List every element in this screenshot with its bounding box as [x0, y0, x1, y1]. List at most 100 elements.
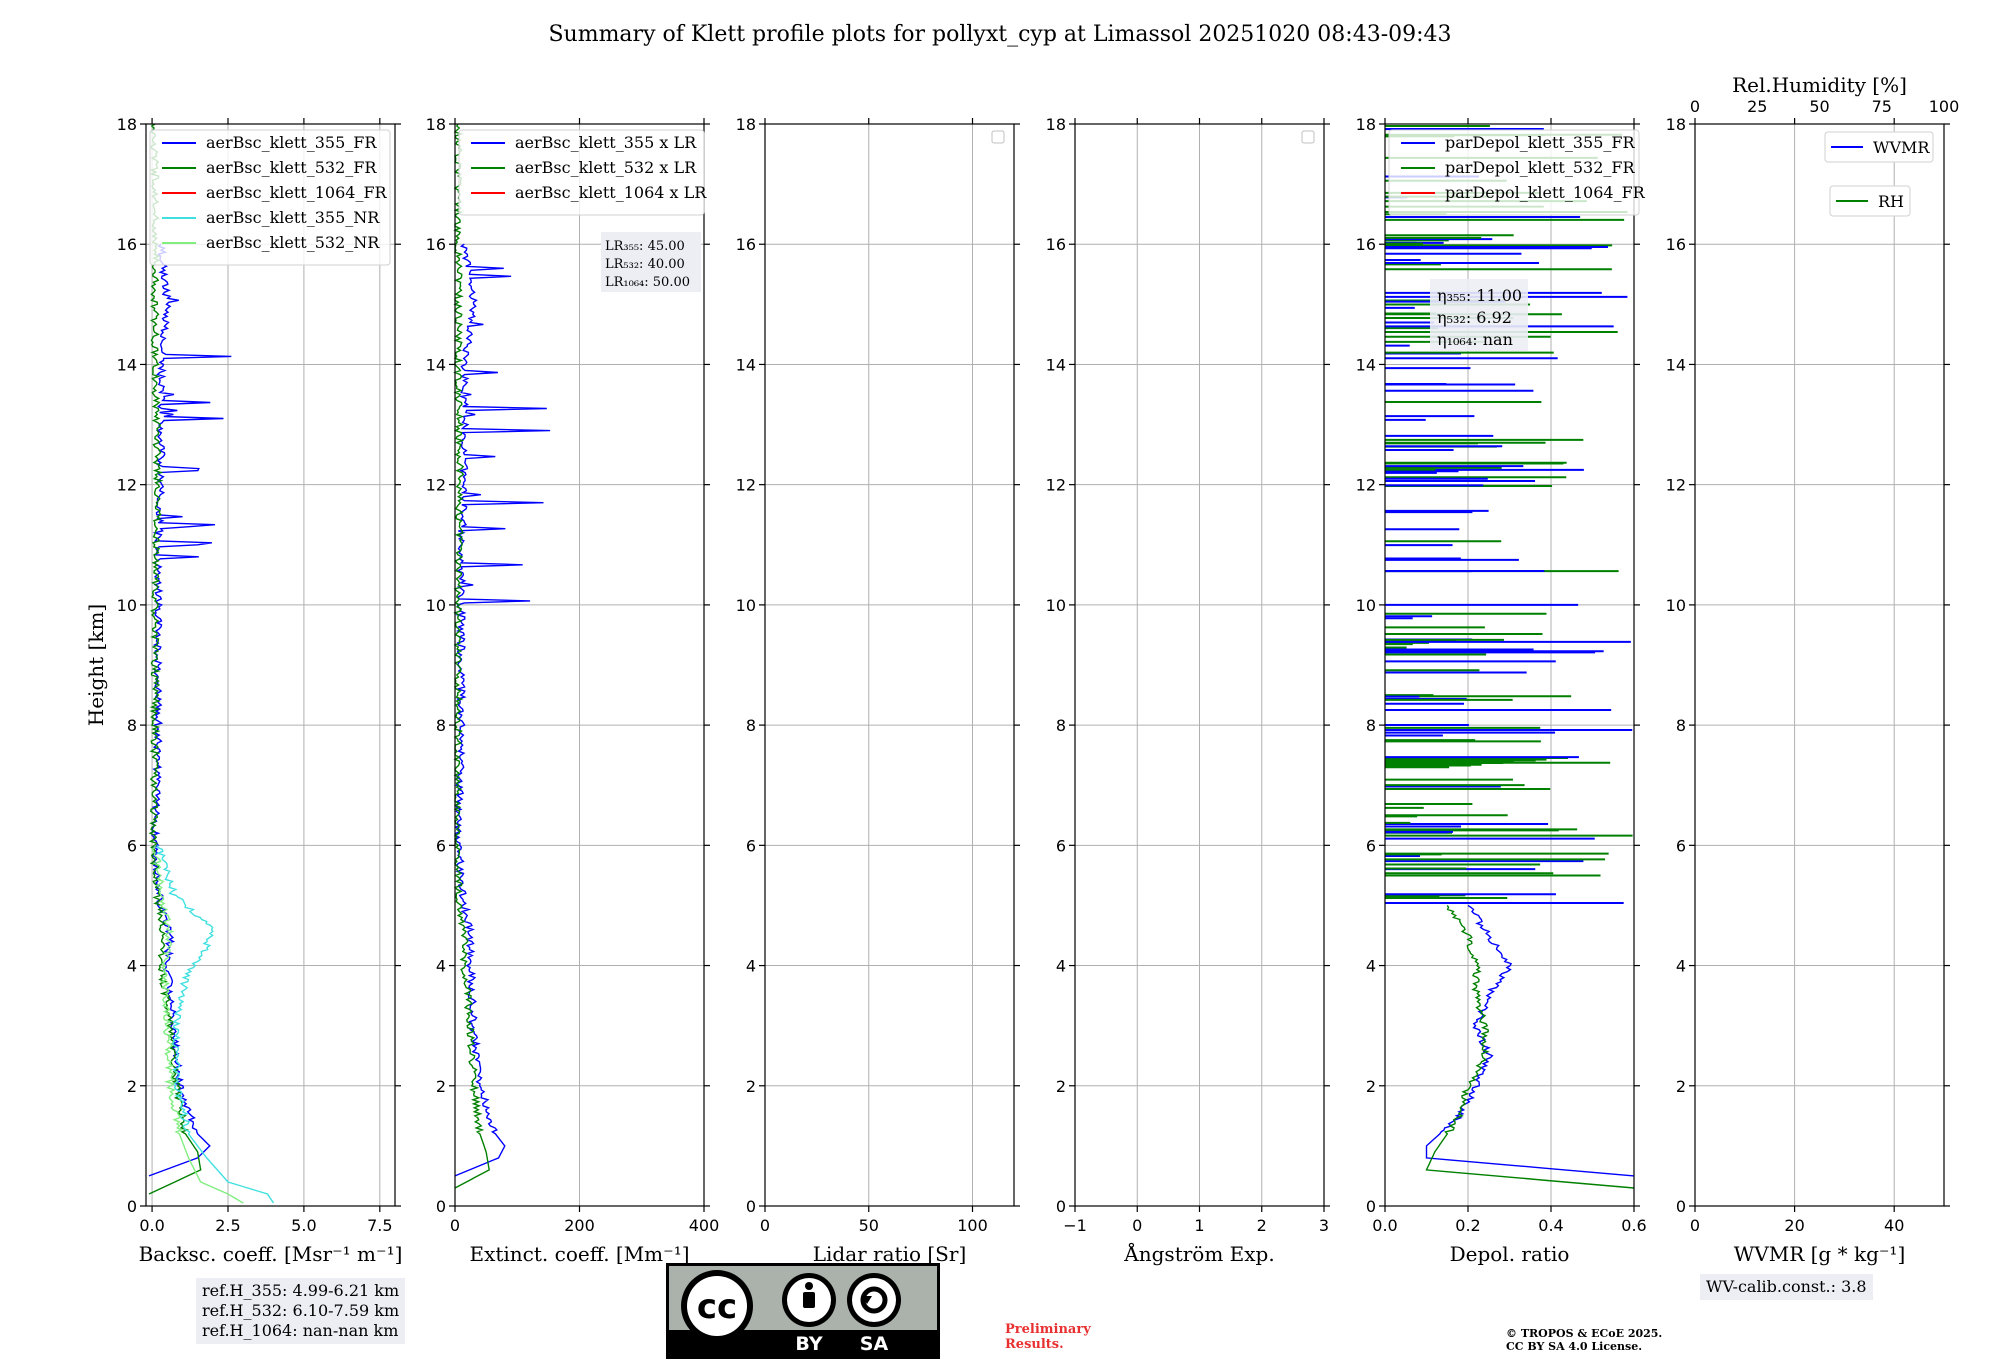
x-tick-label: 0.4: [1538, 1216, 1563, 1235]
y-tick-label: 2: [746, 1077, 756, 1096]
series-line-aerBsc_klett_532_NR: [151, 845, 244, 1204]
y-tick-label: 18: [1666, 115, 1686, 134]
legend-box: [1824, 131, 1934, 163]
x-tick-label: 5.0: [291, 1216, 316, 1235]
x-tick-label: 40: [1884, 1216, 1904, 1235]
x-tick-label: 20: [1784, 1216, 1804, 1235]
y-tick-label: 4: [1056, 957, 1066, 976]
y-tick-label: 18: [1046, 115, 1066, 134]
y-tick-label: 6: [1056, 836, 1066, 855]
y-tick-label: 6: [746, 836, 756, 855]
x-tick-label: 7.5: [367, 1216, 392, 1235]
cc-sa-label: SA: [860, 1333, 889, 1355]
y-tick-label: 14: [1666, 355, 1686, 374]
x-tick-label: −1: [1063, 1216, 1087, 1235]
series-line-parDepol_klett_532_FR: [1425, 905, 1635, 1189]
legend-label: aerBsc_klett_1064_FR: [206, 183, 388, 202]
preliminary-note: Preliminary Results.: [1005, 1322, 1091, 1352]
cc-license-badge: cc BY SA: [666, 1263, 940, 1359]
legend-label: RH: [1878, 192, 1904, 211]
y-tick-label: 16: [1356, 235, 1376, 254]
legend-label: WVMR: [1873, 138, 1930, 157]
y-tick-label: 14: [426, 355, 446, 374]
x-tick-label: 0: [1690, 1216, 1700, 1235]
top-tick-label: 25: [1747, 97, 1767, 116]
y-axis-label: Height [km]: [84, 604, 108, 726]
eta-1064: η₁₀₆₄: nan: [1437, 330, 1513, 349]
y-tick-label: 18: [117, 115, 137, 134]
y-tick-label: 4: [746, 957, 756, 976]
x-tick-label: 400: [689, 1216, 720, 1235]
eta-box: [1430, 279, 1528, 351]
axes-frame: [1384, 123, 1635, 1207]
cc-mark-text: cc: [697, 1287, 737, 1327]
top-tick-label: 0: [1690, 97, 1700, 116]
x-axis-label: Depol. ratio: [1450, 1242, 1570, 1266]
top-tick-label: 100: [1929, 97, 1960, 116]
legend-label: parDepol_klett_355_FR: [1445, 133, 1636, 152]
y-tick-label: 8: [1056, 716, 1066, 735]
legend-label: parDepol_klett_1064_FR: [1445, 183, 1646, 202]
copyright-line-1: © TROPOS & ECoE 2025.: [1506, 1327, 1663, 1340]
copyright-line-2: CC BY SA 4.0 License.: [1506, 1340, 1643, 1353]
y-tick-label: 6: [436, 836, 446, 855]
axes-frame: [1694, 123, 1945, 1207]
y-tick-label: 2: [436, 1077, 446, 1096]
empty-legend-box: [991, 130, 1005, 144]
y-tick-label: 12: [117, 476, 137, 495]
y-tick-label: 14: [1046, 355, 1066, 374]
legend-label: aerBsc_klett_355_NR: [206, 208, 380, 227]
series-line-aerBsc_klett_532 x LR: [453, 123, 490, 1189]
x-axis-label: WVMR [g * kg⁻¹]: [1734, 1242, 1906, 1266]
x-tick-label: 0.2: [1455, 1216, 1480, 1235]
x-axis-label: Backsc. coeff. [Msr⁻¹ m⁻¹]: [139, 1242, 403, 1266]
y-tick-label: 14: [1356, 355, 1376, 374]
legend-label: aerBsc_klett_355_FR: [206, 133, 377, 152]
legend-label: aerBsc_klett_532 x LR: [515, 158, 697, 177]
cc-badge-graphic: cc BY SA: [669, 1270, 937, 1356]
legend-box: [1388, 129, 1640, 216]
y-tick-label: 2: [1056, 1077, 1066, 1096]
axes-frame: [764, 123, 1015, 1207]
x-axis-label: Extinct. coeff. [Mm⁻¹]: [469, 1242, 689, 1266]
y-tick-label: 12: [1046, 476, 1066, 495]
x-tick-label: 1: [1194, 1216, 1204, 1235]
panel-5: 0 2 4 6 8 10 12 14 16 18 0.0 0.2 0.4 0.6 Depol. ratio p…: [1356, 115, 1647, 1266]
y-tick-label: 2: [127, 1077, 137, 1096]
lr-box: [601, 232, 701, 292]
empty-legend-box: [1301, 130, 1315, 144]
legend-box: [458, 129, 705, 216]
series-line-aerBsc_klett_355 x LR: [454, 243, 551, 1177]
lr-532: LR₅₃₂: 40.00: [605, 257, 685, 272]
x-tick-label: 2: [1257, 1216, 1267, 1235]
y-tick-label: 8: [1676, 716, 1686, 735]
top-tick-label: 75: [1872, 97, 1892, 116]
y-tick-label: 14: [117, 355, 137, 374]
ref-height-1064: ref.H_1064: nan-nan km: [202, 1321, 399, 1340]
y-tick-label: 14: [736, 355, 756, 374]
wv-calib-const: WV-calib.const.: 3.8: [1706, 1277, 1867, 1296]
y-tick-label: 10: [736, 596, 756, 615]
y-tick-label: 12: [1666, 476, 1686, 495]
share-alike-icon: [860, 1286, 888, 1314]
legend-box: [1829, 185, 1911, 217]
y-tick-label: 2: [1366, 1077, 1376, 1096]
y-tick-label: 4: [1676, 957, 1686, 976]
legend-label: aerBsc_klett_355 x LR: [515, 133, 697, 152]
panel-3: 0 2 4 6 8 10 12 14 16 18 0 50 100 Lidar ratio [Sr]: [736, 115, 1020, 1266]
series-line-aerBsc_klett_532_FR: [148, 123, 202, 1195]
x-tick-label: 0.6: [1621, 1216, 1646, 1235]
legend-label: aerBsc_klett_532_FR: [206, 158, 377, 177]
y-tick-label: 10: [1356, 596, 1376, 615]
axes-frame: [145, 123, 396, 1207]
y-tick-label: 6: [1676, 836, 1686, 855]
y-tick-label: 16: [426, 235, 446, 254]
y-tick-label: 16: [117, 235, 137, 254]
x-axis-label: Ångström Exp.: [1123, 1241, 1274, 1266]
y-tick-label: 12: [426, 476, 446, 495]
ref-height-532: ref.H_532: 6.10-7.59 km: [202, 1301, 400, 1320]
legend-label: aerBsc_klett_1064 x LR: [515, 183, 707, 202]
series-line-aerBsc_klett_355_NR: [155, 845, 275, 1204]
y-tick-label: 8: [436, 716, 446, 735]
